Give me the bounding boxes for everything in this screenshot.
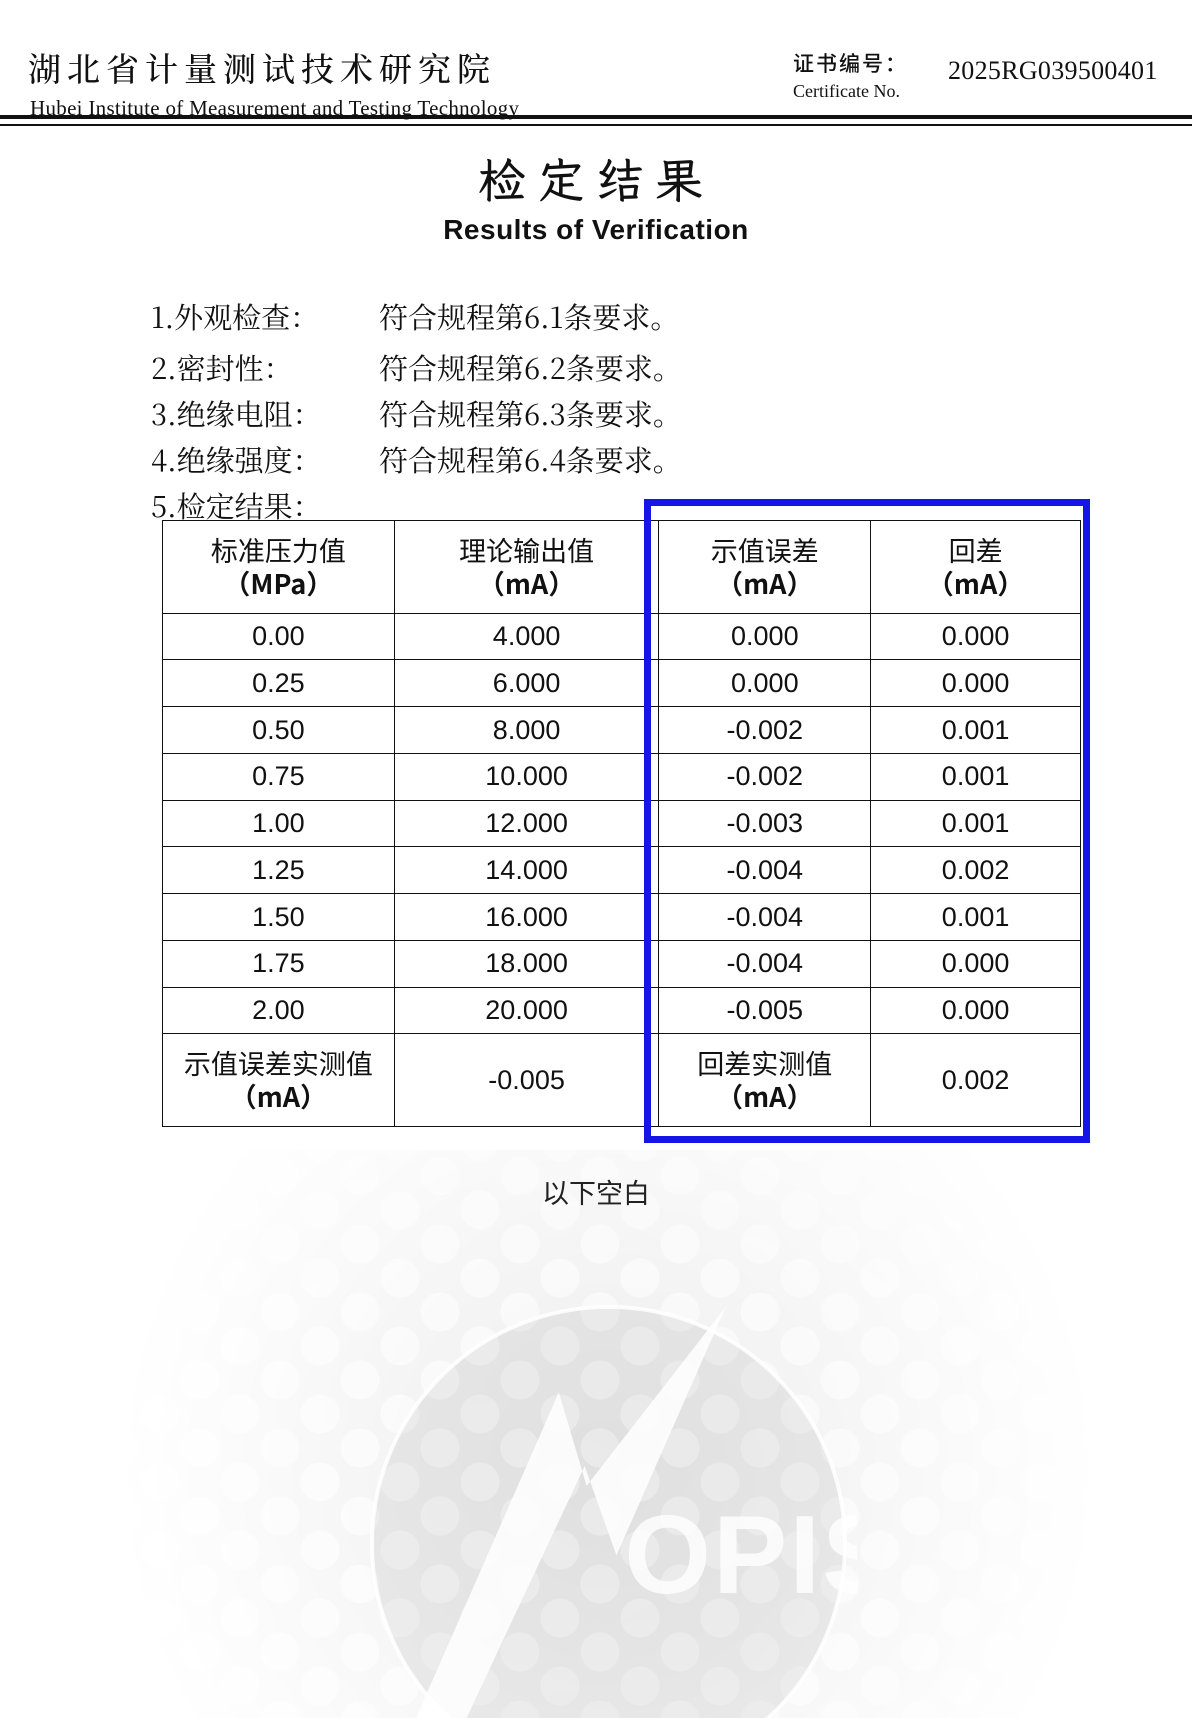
svg-text:OPIS: OPIS [624, 1492, 857, 1617]
